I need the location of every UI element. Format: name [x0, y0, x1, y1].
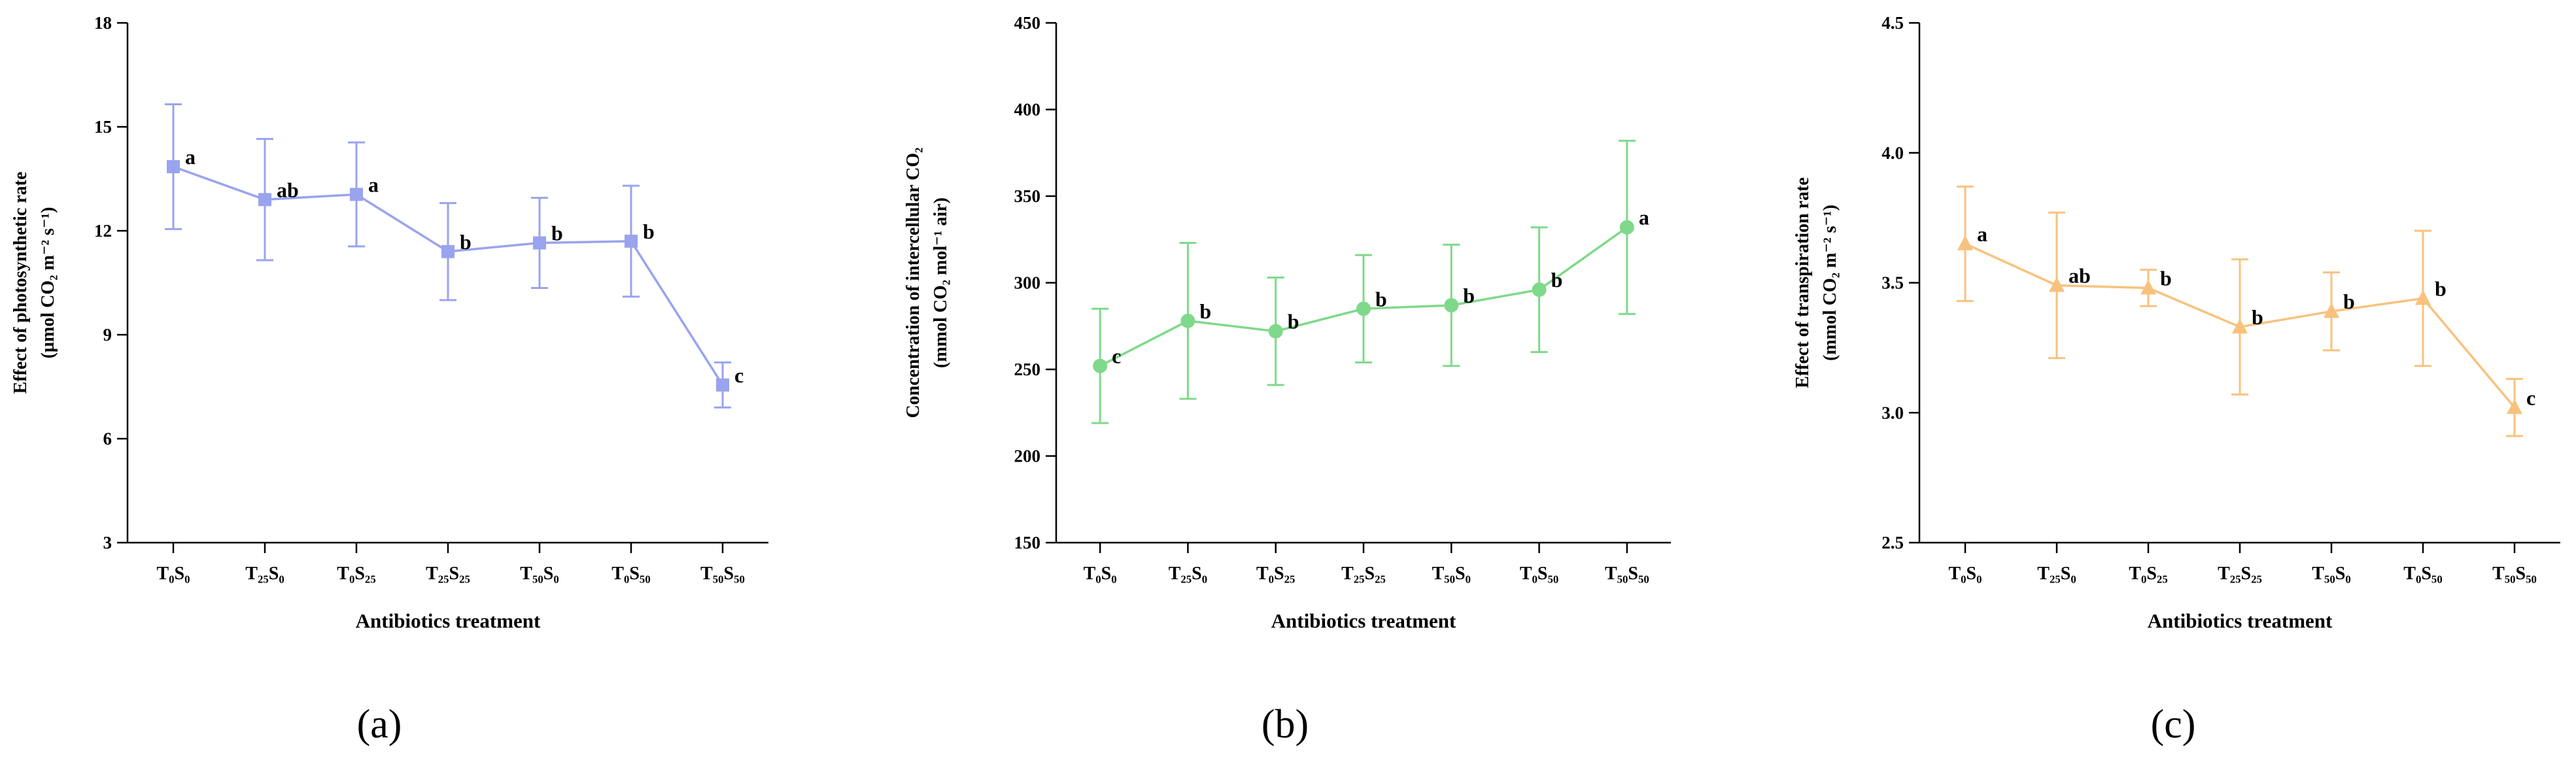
x-tick-label: T₀S₂₅: [2129, 564, 2167, 584]
y-tick-label: 12: [94, 221, 112, 241]
significance-label: c: [2526, 386, 2535, 409]
significance-label: b: [643, 220, 655, 243]
data-point: [1957, 235, 1973, 250]
significance-label: a: [368, 173, 379, 196]
y-tick-label: 450: [1014, 13, 1041, 33]
y-tick-label: 6: [103, 429, 112, 448]
data-point: [2324, 303, 2339, 318]
x-tick-label: T₂₅S₂₅: [2218, 564, 2262, 584]
x-axis-title: Antibiotics treatment: [356, 609, 541, 632]
x-tick-label: T₂₅S₀: [2037, 564, 2076, 584]
significance-label: b: [2343, 290, 2355, 313]
data-point: [625, 234, 638, 248]
x-tick-label: T₂₅S₀: [245, 564, 284, 584]
significance-label: b: [1551, 268, 1563, 292]
y-tick-label: 3.0: [1881, 403, 1904, 422]
y-axis-title-line2: (µmol CO₂ m⁻² s⁻¹): [38, 207, 58, 359]
y-tick-label: 3: [103, 533, 112, 552]
significance-label: b: [1375, 287, 1387, 311]
chart-panel-3: 2.5 3.0 3.5 4.0 4.5 T₀S₀ T₂₅S₀ T₀S₂₅ T₂₅S₂₅ T₅₀S₀…: [1793, 13, 2560, 747]
x-tick-label: T₀S₀: [1948, 564, 1982, 584]
data-point: [350, 188, 363, 201]
y-tick-label: 4.5: [1881, 13, 1904, 33]
significance-label: b: [1288, 310, 1299, 333]
data-point: [533, 236, 546, 250]
y-axis-title-line1: Effect of photosynthetic rate: [10, 172, 31, 394]
significance-label: b: [460, 230, 472, 254]
significance-label: ab: [277, 178, 299, 201]
data-point: [1180, 313, 1195, 328]
data-point: [441, 245, 455, 258]
data-point: [2049, 277, 2065, 292]
data-point: [716, 378, 729, 392]
panel-label: (b): [1262, 702, 1309, 747]
y-tick-label: 4.0: [1881, 143, 1904, 163]
significance-label: b: [2435, 277, 2447, 300]
x-tick-label: T₀S₅₀: [611, 564, 650, 584]
y-tick-label: 2.5: [1881, 533, 1904, 552]
data-point: [1356, 301, 1371, 316]
x-tick-label: T₅₀S₅₀: [700, 564, 745, 584]
y-axis-title-line1: Concentration of intercellular CO₂: [903, 147, 923, 418]
y-tick-label: 400: [1014, 100, 1041, 120]
panel-label: (a): [357, 702, 402, 747]
data-point: [2415, 290, 2431, 305]
y-tick-label: 18: [94, 13, 112, 33]
x-tick-label: T₅₀S₅₀: [1605, 564, 1649, 584]
significance-label: c: [1112, 345, 1121, 368]
data-point: [1619, 220, 1634, 235]
data-point: [258, 193, 271, 207]
x-tick-label: T₂₅S₂₅: [1341, 564, 1386, 584]
x-tick-label: T₀S₂₅: [1256, 564, 1295, 584]
data-point: [1268, 324, 1283, 339]
panel-label: (c): [2151, 702, 2196, 747]
data-point: [167, 160, 180, 173]
significance-label: b: [1199, 299, 1211, 323]
x-tick-label: T₀S₅₀: [2403, 564, 2442, 584]
y-axis-title-line2: (mmol CO₂ m⁻² s⁻¹): [1820, 205, 1840, 361]
significance-label: b: [551, 222, 563, 245]
y-tick-label: 350: [1014, 186, 1041, 206]
y-axis-title-line2: (mmol CO₂ mol⁻¹ air): [931, 197, 951, 368]
x-tick-label: T₂₅S₀: [1169, 564, 1207, 584]
data-point: [2507, 399, 2522, 414]
x-axis-title: Antibiotics treatment: [2148, 609, 2333, 632]
significance-label: a: [1977, 222, 1987, 246]
x-tick-label: T₀S₀: [1084, 564, 1117, 584]
significance-label: a: [1639, 206, 1649, 229]
data-point: [1444, 297, 1459, 313]
chart-panel-1: 3 6 9 12 15 18 T₀S₀ T₂₅S₀ T₀S₂₅ T₂₅S₂₅ T₅₀S₀ T₀S₅₀ T…: [10, 13, 768, 747]
y-tick-label: 3.5: [1881, 273, 1904, 293]
significance-label: b: [1463, 284, 1475, 307]
x-tick-label: T₅₀S₀: [1432, 564, 1471, 584]
significance-label: b: [2160, 266, 2172, 290]
y-tick-label: 15: [94, 117, 112, 137]
y-axis-title-line1: Effect of transpiration rate: [1793, 177, 1813, 388]
data-point: [2232, 318, 2248, 334]
y-tick-label: 300: [1014, 273, 1041, 293]
significance-label: ab: [2069, 263, 2091, 287]
x-tick-label: T₀S₂₅: [337, 564, 375, 584]
data-point: [1532, 282, 1547, 297]
x-tick-label: T₅₀S₀: [520, 564, 558, 584]
x-tick-label: T₅₀S₀: [2312, 564, 2350, 584]
y-tick-label: 9: [103, 325, 112, 345]
data-point: [2140, 279, 2156, 295]
chart-panel-2: 150 200 250 300 350 400 450 T₀S₀ T₂₅S₀ T₀S₂₅ T₂₅S₂…: [903, 13, 1671, 747]
x-tick-label: T₂₅S₂₅: [426, 564, 470, 584]
y-tick-label: 250: [1014, 360, 1041, 379]
y-tick-label: 200: [1014, 447, 1041, 466]
y-tick-label: 150: [1014, 533, 1041, 552]
x-tick-label: T₀S₅₀: [1520, 564, 1558, 584]
significance-label: b: [2252, 305, 2263, 329]
x-tick-label: T₅₀S₅₀: [2492, 564, 2537, 584]
data-point: [1093, 358, 1108, 373]
significance-label: c: [734, 364, 744, 387]
x-tick-label: T₀S₀: [156, 564, 190, 584]
x-axis-title: Antibiotics treatment: [1271, 609, 1456, 632]
significance-label: a: [185, 145, 196, 169]
